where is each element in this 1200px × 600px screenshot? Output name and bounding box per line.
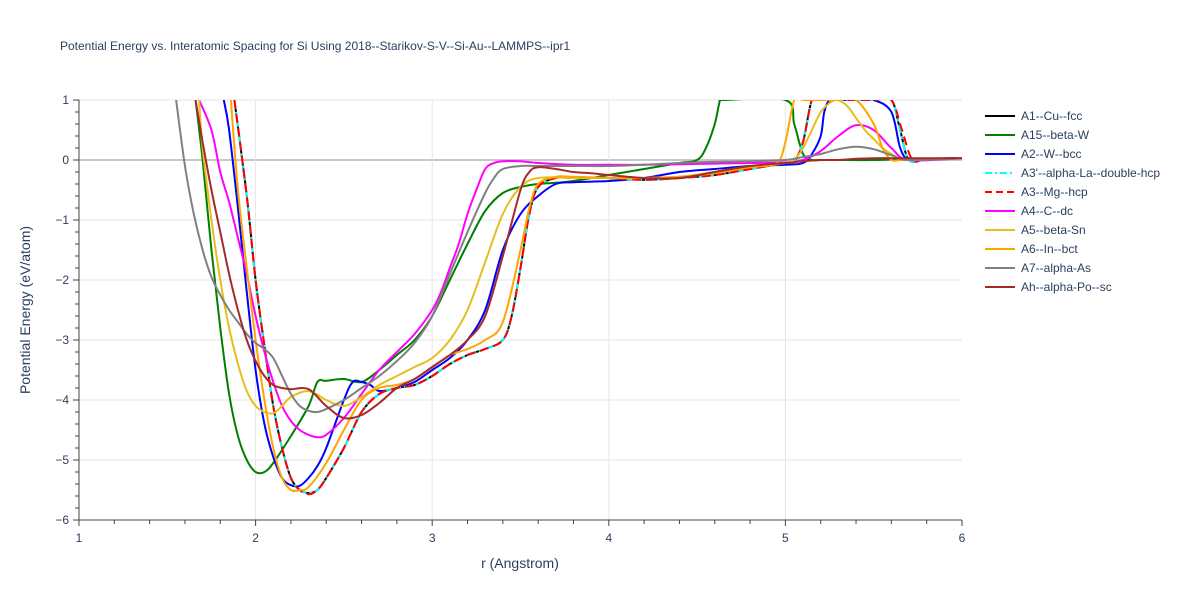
y-tick-label: −5 <box>55 453 69 467</box>
series-line-3 <box>233 100 962 495</box>
series-line-1 <box>194 100 962 475</box>
x-tick-label: 6 <box>959 531 966 545</box>
y-tick-label: −4 <box>55 393 69 407</box>
x-axis-title: r (Angstrom) <box>481 555 559 571</box>
legend-item-label: Ah--alpha-Po--sc <box>1021 280 1112 294</box>
y-tick-label: −1 <box>55 213 69 227</box>
y-tick-label: −2 <box>55 273 69 287</box>
legend: A1--Cu--fcc A15--beta-W A2--W--bcc A3'--alp… <box>985 109 1160 294</box>
y-tick-label: 1 <box>62 93 69 107</box>
x-tick-label: 3 <box>429 531 436 545</box>
series-line-7 <box>229 100 962 493</box>
legend-item-label: A2--W--bcc <box>1021 147 1081 161</box>
series-line-9 <box>194 100 962 420</box>
grid <box>73 99 963 526</box>
legend-item-label: A3--Mg--hcp <box>1021 185 1088 199</box>
series-line-2 <box>222 100 962 488</box>
y-tick-label: −6 <box>55 513 69 527</box>
legend-item-label: A15--beta-W <box>1021 128 1090 142</box>
x-tick-label: 2 <box>252 531 259 545</box>
y-tick-label: 0 <box>62 153 69 167</box>
chart-title: Potential Energy vs. Interatomic Spacing… <box>60 39 571 53</box>
x-tick-label: 5 <box>782 531 789 545</box>
x-tick-label: 1 <box>76 531 83 545</box>
legend-item-label: A3'--alpha-La--double-hcp <box>1021 166 1160 180</box>
y-axis-title: Potential Energy (eV/atom) <box>17 226 33 394</box>
legend-item-label: A7--alpha-As <box>1021 261 1091 275</box>
legend-item-label: A5--beta-Sn <box>1021 223 1086 237</box>
series-lines <box>175 100 962 496</box>
series-line-0 <box>233 100 962 495</box>
x-tick-label: 4 <box>605 531 612 545</box>
legend-item-label: A1--Cu--fcc <box>1021 109 1082 123</box>
series-line-5 <box>198 100 962 439</box>
y-ticks: 1 0 −1 −2 −3 −4 −5 −6 <box>55 93 69 527</box>
series-line-4 <box>233 100 962 496</box>
legend-item-label: A6--In--bct <box>1021 242 1078 256</box>
y-tick-label: −3 <box>55 333 69 347</box>
legend-item-label: A4--C--dc <box>1021 204 1073 218</box>
series-line-8 <box>175 100 962 414</box>
x-ticks: 1 2 3 4 5 6 <box>76 531 966 545</box>
